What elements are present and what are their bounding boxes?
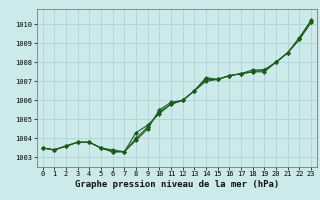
X-axis label: Graphe pression niveau de la mer (hPa): Graphe pression niveau de la mer (hPa) bbox=[75, 180, 279, 189]
